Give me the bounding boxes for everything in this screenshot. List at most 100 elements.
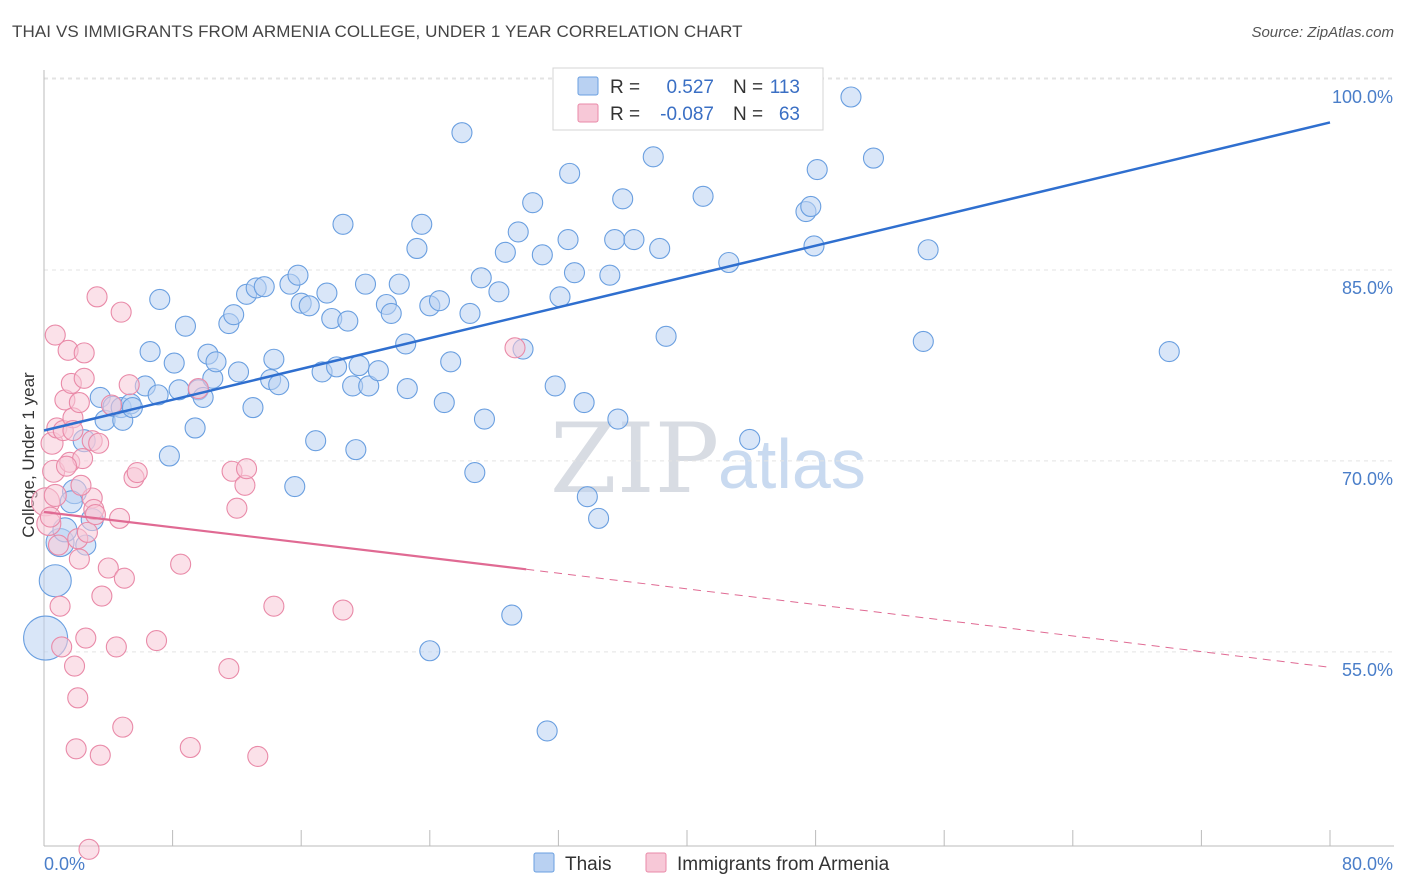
legend-bottom-label-thais: Thais — [565, 854, 611, 875]
point-thais — [242, 397, 264, 419]
point-thais — [305, 430, 327, 452]
point-thais — [488, 281, 510, 303]
point-thais — [501, 604, 523, 626]
point-armenia — [263, 595, 285, 617]
point-thais — [800, 195, 822, 218]
point-thais — [428, 290, 450, 312]
point-thais — [354, 273, 377, 295]
point-thais — [38, 564, 72, 598]
y-tick-label: 70.0% — [1342, 469, 1393, 489]
legend-r-label-armenia: R = — [610, 104, 640, 125]
point-thais — [163, 352, 185, 374]
point-thais — [612, 188, 634, 210]
point-armenia — [504, 337, 526, 359]
point-armenia — [65, 738, 87, 760]
point-thais — [287, 264, 309, 286]
y-tick-labels: 55.0% 70.0% 85.0% 100.0% — [1332, 87, 1393, 680]
point-armenia — [218, 658, 240, 680]
point-thais — [649, 237, 671, 260]
point-thais — [739, 428, 761, 450]
point-thais — [573, 391, 595, 414]
point-thais — [411, 213, 433, 235]
point-thais — [459, 302, 481, 324]
point-armenia — [76, 521, 98, 543]
point-thais — [655, 325, 677, 347]
point-thais — [227, 361, 250, 383]
point-thais — [840, 86, 862, 108]
point-thais — [316, 282, 338, 304]
point-armenia — [73, 367, 95, 389]
point-armenia — [118, 374, 140, 396]
point-thais — [642, 146, 664, 168]
point-armenia — [109, 507, 131, 529]
point-thais — [298, 295, 320, 317]
legend-bottom-swatch-thais — [533, 852, 555, 873]
point-armenia — [235, 458, 258, 480]
point-thais — [345, 439, 367, 461]
point-thais — [332, 213, 354, 235]
axes — [43, 70, 1394, 847]
legend-top: R = 0.527 N = 113 R = -0.087 N = 63 — [552, 67, 824, 131]
point-armenia — [97, 557, 119, 579]
point-thais — [607, 408, 629, 430]
point-armenia — [43, 483, 67, 507]
point-thais — [917, 239, 939, 261]
point-thais — [337, 310, 359, 332]
point-armenia — [39, 506, 61, 528]
point-thais — [406, 237, 428, 260]
series-thais-points — [23, 86, 1180, 742]
legend-swatch-armenia — [577, 103, 599, 123]
point-armenia — [51, 636, 73, 658]
y-tick-label: 55.0% — [1342, 660, 1393, 680]
source-credit: Source: ZipAtlas.com — [1251, 24, 1394, 41]
point-armenia — [88, 432, 110, 454]
legend-r-value-armenia: -0.087 — [660, 104, 714, 125]
x-ticks — [43, 830, 1331, 846]
point-thais — [604, 229, 626, 251]
point-thais — [223, 304, 245, 326]
point-thais — [1158, 341, 1180, 363]
point-armenia — [110, 301, 132, 323]
point-armenia — [55, 455, 78, 477]
point-thais — [440, 351, 462, 373]
chart-title: THAI VS IMMIGRANTS FROM ARMENIA COLLEGE,… — [12, 22, 743, 41]
point-armenia — [75, 627, 97, 649]
point-armenia — [332, 599, 354, 621]
legend-swatch-thais — [577, 76, 599, 96]
point-thais — [139, 341, 161, 363]
point-thais — [253, 276, 275, 298]
point-thais — [464, 461, 486, 484]
point-thais — [358, 375, 380, 397]
point-armenia — [91, 585, 113, 607]
legend-bottom: Thais Immigrants from Armenia — [533, 852, 890, 875]
y-axis-label: College, Under 1 year — [19, 372, 38, 538]
point-thais — [473, 408, 496, 430]
point-thais — [522, 192, 544, 214]
point-thais — [367, 360, 389, 382]
point-armenia — [73, 342, 95, 364]
point-thais — [149, 288, 171, 310]
point-thais — [380, 302, 402, 324]
point-armenia — [170, 553, 192, 575]
point-armenia — [67, 687, 89, 709]
point-armenia — [247, 745, 269, 767]
point-thais — [806, 159, 828, 181]
trend-line-armenia-extrapolated — [526, 568, 1331, 668]
point-thais — [158, 445, 180, 467]
trend-line-armenia — [43, 510, 527, 571]
point-armenia — [145, 630, 168, 652]
point-thais — [576, 486, 598, 508]
watermark-zip: ZIP — [550, 403, 719, 515]
x-tick-label-max: 80.0% — [1342, 854, 1393, 874]
point-thais — [531, 244, 553, 266]
legend-r-label-thais: R = — [610, 77, 640, 98]
gridlines — [44, 77, 1394, 653]
point-armenia — [84, 503, 106, 526]
legend-n-value-thais: 113 — [770, 77, 800, 98]
point-thais — [433, 391, 455, 414]
point-thais — [419, 640, 441, 662]
point-armenia — [86, 286, 108, 308]
point-armenia — [226, 497, 248, 519]
point-armenia — [105, 636, 127, 658]
